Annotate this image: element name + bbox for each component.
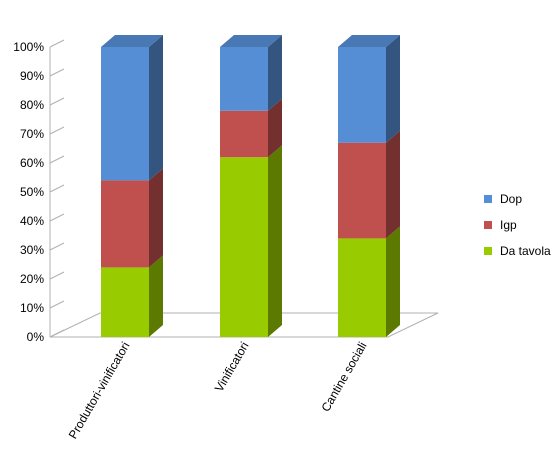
bar-segment — [101, 267, 149, 337]
bar-segment — [101, 47, 149, 181]
bar-segment — [220, 110, 268, 158]
tick-label: 90% — [20, 69, 44, 83]
chart-floor — [49, 312, 439, 338]
tick-label: 10% — [20, 301, 44, 315]
tick-label: 20% — [20, 272, 44, 286]
tick-mark — [49, 329, 65, 338]
tick-label: 100% — [13, 40, 44, 54]
bar-side — [268, 145, 282, 337]
floor-outline — [49, 312, 439, 338]
bar-side — [149, 255, 163, 337]
bar-side — [386, 35, 400, 143]
bar-segment — [338, 142, 386, 239]
tick-mark — [49, 126, 65, 135]
bar-segment — [220, 47, 268, 111]
tick-label: 50% — [20, 185, 44, 199]
category-labels: Produttori-vinificatori Vinificatori Canti… — [66, 340, 370, 442]
tick-mark — [49, 242, 65, 251]
tick-label: 0% — [27, 330, 45, 344]
category-label: Cantine sociali — [318, 340, 369, 415]
tick-mark — [49, 68, 65, 77]
legend-swatch — [484, 195, 492, 203]
bars — [101, 35, 400, 337]
category-label: Produttori-vinificatori — [66, 340, 133, 442]
bar-side — [149, 168, 163, 268]
bar-side — [386, 130, 400, 239]
tick-mark — [49, 97, 65, 106]
tick-mark — [49, 213, 65, 222]
bar-side — [268, 98, 282, 158]
bar-top — [220, 35, 282, 47]
tick-label: 40% — [20, 214, 44, 228]
legend-label: Igp — [500, 218, 517, 232]
tick-mark — [49, 300, 65, 309]
bar-segment — [101, 180, 149, 268]
bar-top — [101, 35, 163, 47]
tick-mark — [49, 155, 65, 164]
bar-segment — [338, 238, 386, 337]
tick-label: 30% — [20, 243, 44, 257]
tick-label: 80% — [20, 98, 44, 112]
bar-top — [338, 35, 400, 47]
value-axis-ticks: 0% 10% 20% 30% 40% 50% 60% 70% 80% 90% 100% — [13, 39, 65, 344]
category-label: Vinificatori — [212, 340, 252, 395]
tick-mark — [49, 184, 65, 193]
bar-side — [268, 35, 282, 111]
legend-swatch — [484, 221, 492, 229]
legend-label: Dop — [500, 192, 522, 206]
tick-label: 60% — [20, 156, 44, 170]
bar-side — [149, 35, 163, 181]
tick-mark — [49, 39, 65, 48]
legend: Dop Igp Da tavola — [484, 192, 551, 258]
legend-label: Da tavola — [500, 244, 551, 258]
bar-side — [386, 226, 400, 337]
tick-mark — [49, 271, 65, 280]
tick-label: 70% — [20, 127, 44, 141]
bar-segment — [220, 157, 268, 337]
bar-segment — [338, 47, 386, 143]
legend-swatch — [484, 247, 492, 255]
